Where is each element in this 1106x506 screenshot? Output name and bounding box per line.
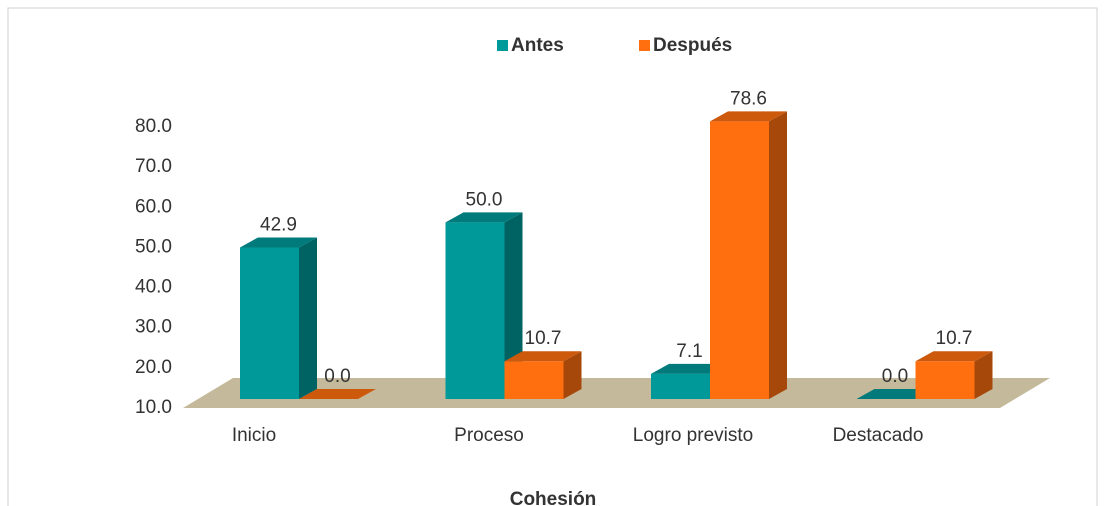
bar (504, 351, 582, 399)
bar-face (240, 237, 317, 248)
bar-face (445, 212, 523, 223)
chart-title: Cohesión (510, 489, 597, 506)
bar-face (299, 237, 317, 399)
x-tick-label: Proceso (454, 425, 524, 446)
bar-face (445, 222, 505, 399)
x-tick-label: Inicio (232, 425, 276, 446)
bar-face (651, 363, 728, 374)
data-label: 0.0 (324, 366, 350, 387)
data-label: 0.0 (882, 366, 908, 387)
floor (183, 378, 1050, 408)
y-tick-label: 60.0 (135, 196, 172, 217)
y-tick-label: 20.0 (135, 357, 172, 378)
y-tick-label: 40.0 (135, 277, 172, 298)
y-tick-label: 50.0 (135, 236, 172, 257)
bar (710, 111, 787, 399)
bar-face (974, 351, 993, 399)
legend-label: Antes (511, 35, 564, 56)
bar-face (504, 361, 564, 399)
bar (445, 212, 523, 399)
bar-face (299, 389, 376, 399)
bar-face (769, 111, 787, 399)
y-tick-label: 30.0 (135, 317, 172, 338)
data-label: 7.1 (676, 341, 702, 362)
bar (915, 351, 993, 399)
bar-face (710, 111, 787, 122)
data-label: 50.0 (466, 189, 503, 210)
bar-face (856, 389, 934, 399)
x-tick-label: Destacado (833, 425, 924, 446)
bar (299, 389, 376, 399)
data-label: 78.6 (730, 88, 767, 109)
y-tick-label: 10.0 (135, 397, 172, 418)
data-label: 10.7 (936, 328, 973, 349)
legend-swatch (639, 40, 650, 51)
x-tick-label: Logro previsto (633, 425, 753, 446)
bar-face (915, 351, 993, 362)
bar (240, 237, 317, 399)
data-label: 10.7 (525, 328, 562, 349)
frame (7, 7, 1098, 506)
bar-face (240, 247, 299, 399)
data-label: 42.9 (260, 214, 297, 235)
y-tick-label: 80.0 (135, 116, 172, 137)
bar-face (651, 373, 710, 399)
bar-face (504, 212, 523, 399)
bar-face (915, 361, 975, 399)
bar-face (710, 121, 769, 399)
y-tick-label: 70.0 (135, 156, 172, 177)
legend-swatch (497, 40, 508, 51)
legend-label: Después (653, 35, 732, 56)
bar-face (563, 351, 582, 399)
bar-face (504, 351, 582, 362)
bar (856, 389, 934, 399)
